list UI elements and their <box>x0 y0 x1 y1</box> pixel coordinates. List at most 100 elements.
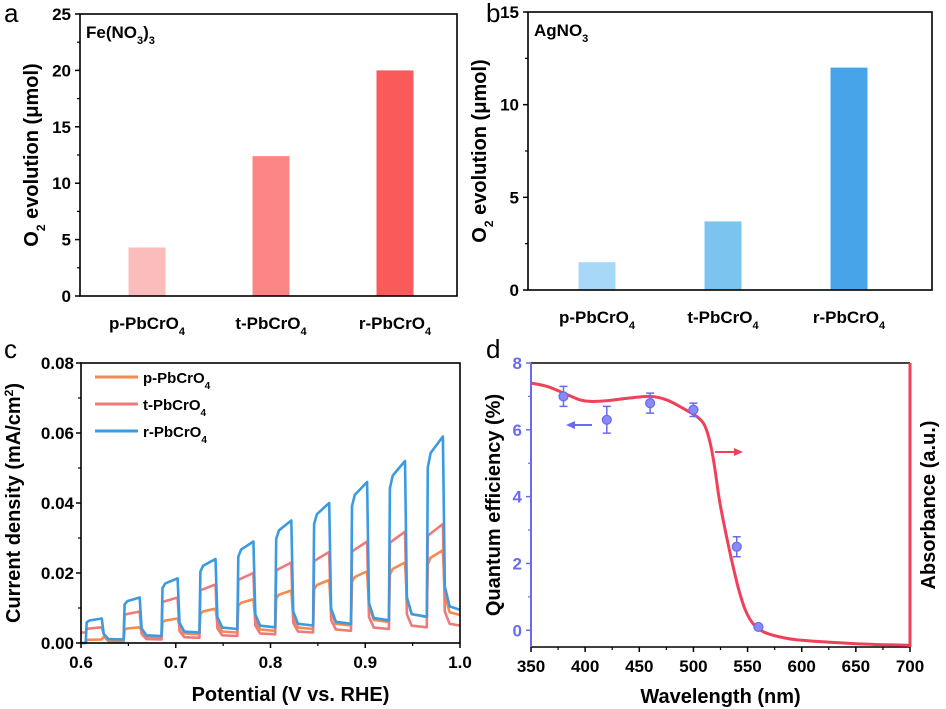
annotation-part: 3 <box>582 33 588 45</box>
y-axis-label-part: evolution (μmol) <box>469 59 491 220</box>
panel-label-c: c <box>4 334 17 364</box>
qe-point <box>688 404 699 415</box>
x-tick-label: 600 <box>788 657 816 676</box>
y-tick-label: 4 <box>513 488 523 507</box>
bar-1 <box>252 156 290 296</box>
annotation-part: Fe(NO <box>86 23 137 42</box>
y-tick-label: 0 <box>513 621 522 640</box>
y-tick-label: 10 <box>52 174 71 193</box>
legend-label-main: r-PbCrO <box>143 424 202 441</box>
x-tick-label: r-PbCrO4 <box>813 308 886 332</box>
x-tick-label: 350 <box>517 657 545 676</box>
x-tick-label-main: t-PbCrO <box>687 308 752 327</box>
qe-point <box>558 391 569 402</box>
x-tick-label: 500 <box>679 657 707 676</box>
series-line-0 <box>81 549 461 645</box>
y-axis-label-part: 2 <box>34 224 48 231</box>
x-tick-label: 400 <box>571 657 599 676</box>
panel-d: 350 400 450 500 550 600 650 700 0 2 4 6 8 Wavelength … <box>483 354 940 708</box>
series-line-2 <box>81 435 461 645</box>
y-tick-label: 0.08 <box>41 354 74 373</box>
panel-label-a: a <box>4 0 19 28</box>
legend-label: p-PbCrO4 <box>143 370 211 392</box>
annotation: AgNO3 <box>534 21 588 45</box>
y-tick-label: 0.04 <box>41 494 75 513</box>
x-tick-label: 0.7 <box>164 653 188 672</box>
y-tick-label: 15 <box>52 118 71 137</box>
x-tick-label-sub: 4 <box>753 320 760 332</box>
legend-label-sub: 4 <box>205 381 211 392</box>
y-axis-label-part: evolution (μmol) <box>21 63 43 224</box>
x-tick-label-main: r-PbCrO <box>359 314 425 333</box>
y-tick-label: 20 <box>52 61 71 80</box>
bar-1 <box>704 221 742 290</box>
x-tick-label: 450 <box>625 657 653 676</box>
annotation-part: 3 <box>137 35 143 47</box>
panel-label-d: d <box>486 334 500 364</box>
qe-point <box>753 621 764 633</box>
qe-point <box>645 397 656 409</box>
arrow-right-icon-head <box>734 448 743 456</box>
bar-0 <box>578 262 616 290</box>
x-tick-label: 0.8 <box>259 653 283 672</box>
y-axis-label-part: 2 <box>2 389 16 396</box>
panel-label-b: b <box>486 0 500 28</box>
legend-label: r-PbCrO4 <box>143 424 207 446</box>
legend-label-main: t-PbCrO <box>143 397 201 414</box>
x-tick-label-sub: 4 <box>425 326 432 338</box>
y-tick-label: 8 <box>513 354 522 373</box>
panel-b: 0 5 10 15 AgNO3 O2 evolution (μmol) <box>469 3 933 300</box>
y-axis-label-right: Absorbance (a.u.) <box>918 421 940 590</box>
x-tick-label: r-PbCrO4 <box>359 314 432 338</box>
legend-label-sub: 4 <box>201 435 207 446</box>
y-axis-label: O2 evolution (μmol) <box>21 63 48 246</box>
annotation-part: AgNO <box>534 21 582 40</box>
y-tick-label: 0.06 <box>41 424 74 443</box>
y-tick-label: 5 <box>62 231 71 250</box>
x-tick-label-sub: 4 <box>879 320 886 332</box>
bar-0 <box>128 247 166 296</box>
bar-2 <box>376 70 414 297</box>
qe-point <box>601 414 612 425</box>
panel-a: 0 5 10 15 20 25 Fe(NO3)3 O2 evolution (μmol) <box>21 5 458 306</box>
legend-label-sub: 4 <box>201 408 207 419</box>
x-tick-label: p-PbCrO4 <box>109 314 186 338</box>
x-tick-label-sub: 4 <box>629 320 636 332</box>
x-tick-label: 550 <box>733 657 761 676</box>
x-tick-label: t-PbCrO4 <box>687 308 759 332</box>
y-axis-label: Current density (mA/cm2) <box>2 383 25 623</box>
x-tick-label-main: p-PbCrO <box>109 314 179 333</box>
x-tick-label: 0.6 <box>69 653 93 672</box>
x-tick-label-sub: 4 <box>301 326 308 338</box>
y-axis-label-left: Quantum efficiency (%) <box>483 394 505 616</box>
x-tick-label: 650 <box>842 657 870 676</box>
y-tick-label: 0.02 <box>41 564 74 583</box>
x-tick-label: 1.0 <box>448 653 472 672</box>
x-tick-label: 0.9 <box>353 653 377 672</box>
y-axis-label-part: 2 <box>482 220 496 227</box>
annotation-part: ) <box>143 23 149 42</box>
y-tick-label: 6 <box>513 421 522 440</box>
y-axis-label-part: O <box>469 227 491 243</box>
x-axis-label: Wavelength (nm) <box>640 686 800 708</box>
qe-point <box>731 541 742 552</box>
y-tick-label: 5 <box>510 188 519 207</box>
x-tick-label-sub: 4 <box>179 326 186 338</box>
x-tick-label: 700 <box>896 657 924 676</box>
annotation: Fe(NO3)3 <box>86 23 155 47</box>
y-tick-label: 25 <box>52 5 71 24</box>
y-tick-label: 0 <box>510 281 519 300</box>
x-tick-label-main: r-PbCrO <box>813 308 879 327</box>
legend-label-main: p-PbCrO <box>143 370 205 387</box>
y-tick-label: 0 <box>62 287 71 306</box>
series-line-1 <box>81 522 461 641</box>
absorbance-curve <box>530 381 911 647</box>
y-tick-label: 10 <box>500 96 519 115</box>
bar-2 <box>830 67 868 290</box>
y-tick-label: 0.00 <box>41 634 74 653</box>
y-tick-label: 15 <box>500 3 519 22</box>
x-tick-label: p-PbCrO4 <box>559 308 636 332</box>
y-tick-label: 2 <box>513 554 522 573</box>
